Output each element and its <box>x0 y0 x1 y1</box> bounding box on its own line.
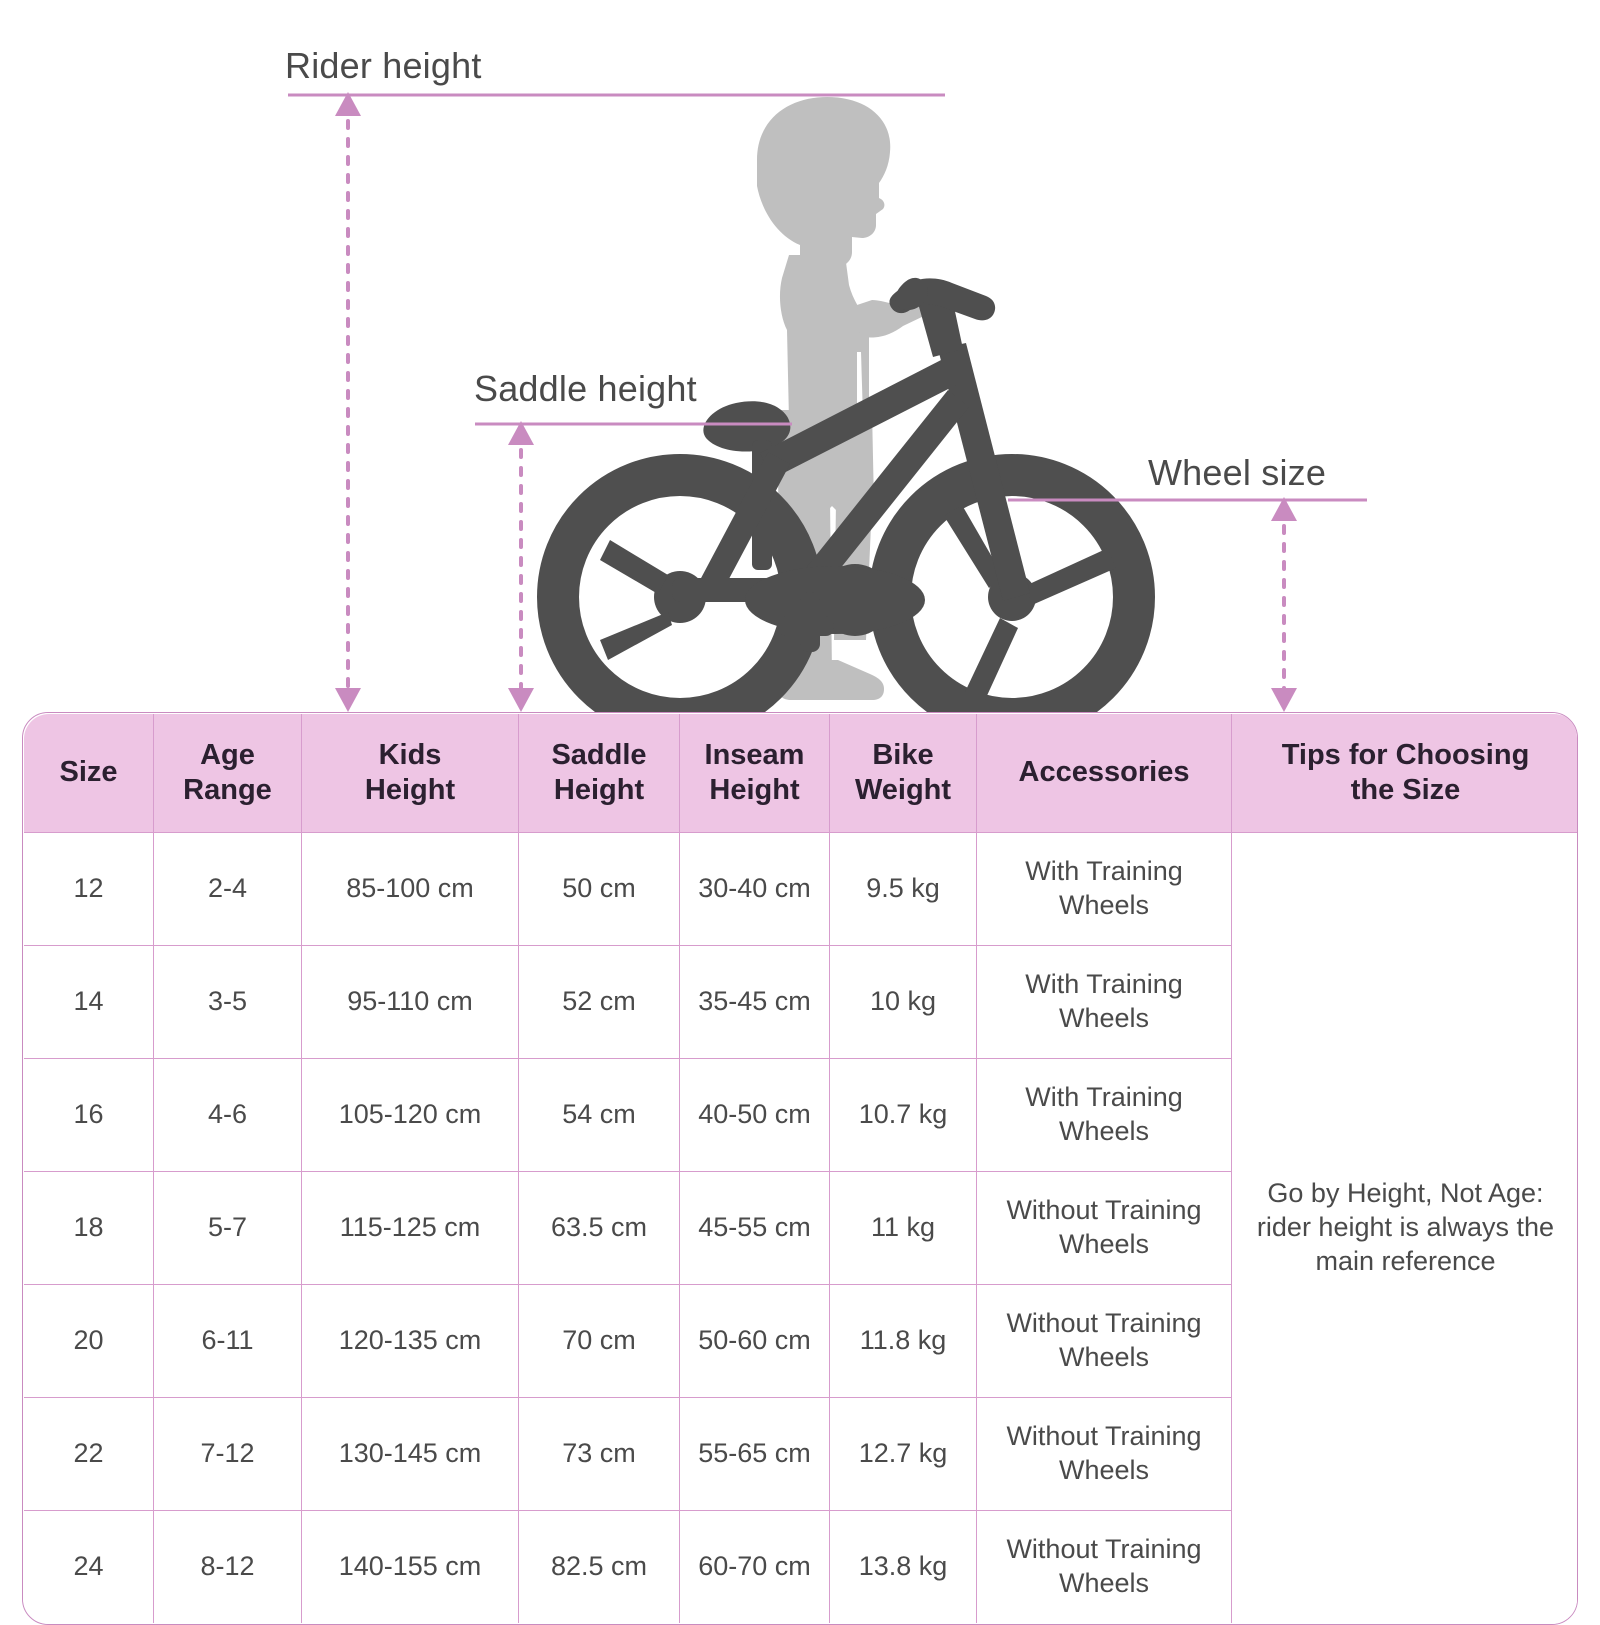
cell-bike-weight: 12.7 kg <box>829 1397 977 1511</box>
column-header-bike-weight-line1: Bike <box>872 738 934 771</box>
table-header-row: Size Age Range Kids Height Saddle Height <box>24 714 1577 833</box>
cell-inseam-height: 40-50 cm <box>679 1058 830 1172</box>
cell-inseam-height: 50-60 cm <box>679 1284 830 1398</box>
cell-inseam-height: 60-70 cm <box>679 1510 830 1623</box>
table-row[interactable]: 12 2-4 85-100 cm 50 cm 30-40 cm 9.5 kg With Tr… <box>24 832 1577 1623</box>
table-row[interactable]: 14 3-5 95-110 cm 52 cm 35-45 cm 10 kg With Tra… <box>24 945 1577 1059</box>
column-header-age-range[interactable]: Age Range <box>153 714 302 833</box>
wheel-size-label: Wheel size <box>1148 452 1327 493</box>
cell-size: 22 <box>24 1397 154 1511</box>
cell-inseam-height: 55-65 cm <box>679 1397 830 1511</box>
column-header-tips[interactable]: Tips for Choosing the Size <box>1231 714 1577 833</box>
column-header-saddle-height-line1: Saddle <box>551 738 647 771</box>
cell-bike-weight: 10 kg <box>829 945 977 1059</box>
saddle-height-label: Saddle height <box>474 368 697 409</box>
column-header-accessories-label: Accessories <box>1018 756 1190 789</box>
cell-saddle-height: 52 cm <box>518 945 680 1059</box>
table-row[interactable]: 22 7-12 130-145 cm 73 cm 55-65 cm 12.7 kg With… <box>24 1397 1577 1511</box>
cell-saddle-height: 82.5 cm <box>518 1510 680 1623</box>
cell-age-range: 6-11 <box>153 1284 302 1398</box>
table-body: 12 2-4 85-100 cm 50 cm 30-40 cm 9.5 kg With Tr… <box>24 832 1577 1623</box>
bike-size-table: Size Age Range Kids Height Saddle Height <box>23 713 1577 1624</box>
cell-age-range: 8-12 <box>153 1510 302 1623</box>
column-header-kids-height[interactable]: Kids Height <box>301 714 519 833</box>
cell-saddle-height: 73 cm <box>518 1397 680 1511</box>
column-header-kids-height-line1: Kids <box>378 738 442 771</box>
cell-saddle-height: 70 cm <box>518 1284 680 1398</box>
cell-age-range: 2-4 <box>153 832 302 946</box>
cell-kids-height: 130-145 cm <box>301 1397 519 1511</box>
column-header-size[interactable]: Size <box>24 714 154 833</box>
cell-bike-weight: 13.8 kg <box>829 1510 977 1623</box>
column-header-tips-line2: the Size <box>1350 774 1461 806</box>
table-row[interactable]: 18 5-7 115-125 cm 63.5 cm 45-55 cm 11 kg Witho… <box>24 1171 1577 1285</box>
column-header-bike-weight-line2: Weight <box>854 774 952 806</box>
table-row[interactable]: 24 8-12 140-155 cm 82.5 cm 60-70 cm 13.8 kg Wi… <box>24 1510 1577 1623</box>
column-header-kids-height-line2: Height <box>364 774 456 806</box>
column-header-saddle-height[interactable]: Saddle Height <box>518 714 680 833</box>
column-header-bike-weight[interactable]: Bike Weight <box>829 714 977 833</box>
cell-bike-weight: 10.7 kg <box>829 1058 977 1172</box>
cell-inseam-height: 30-40 cm <box>679 832 830 946</box>
cell-accessories: Without Training Wheels <box>976 1284 1232 1398</box>
column-header-accessories[interactable]: Accessories <box>976 714 1232 833</box>
bike-size-table-container: Size Age Range Kids Height Saddle Height <box>22 712 1578 1625</box>
column-header-inseam-height[interactable]: Inseam Height <box>679 714 830 833</box>
rider-height-arrow-up-icon <box>335 92 361 116</box>
column-header-inseam-height-line1: Inseam <box>704 738 805 771</box>
cell-size: 20 <box>24 1284 154 1398</box>
rider-height-label: Rider height <box>285 45 482 86</box>
cell-inseam-height: 45-55 cm <box>679 1171 830 1285</box>
cell-size: 14 <box>24 945 154 1059</box>
cell-accessories: With Training Wheels <box>976 945 1232 1059</box>
bike-size-illustration: Rider height Saddle height Wheel size <box>0 0 1600 712</box>
cell-size: 12 <box>24 832 154 946</box>
cell-kids-height: 105-120 cm <box>301 1058 519 1172</box>
table-rounded-frame: Size Age Range Kids Height Saddle Height <box>22 712 1578 1625</box>
cell-accessories: With Training Wheels <box>976 1058 1232 1172</box>
column-header-size-label: Size <box>59 756 118 789</box>
column-header-age-range-line1: Age <box>200 738 255 771</box>
cell-kids-height: 85-100 cm <box>301 832 519 946</box>
wheel-size-arrow-down-icon <box>1271 688 1297 712</box>
cell-age-range: 3-5 <box>153 945 302 1059</box>
cell-accessories: Without Training Wheels <box>976 1397 1232 1511</box>
cell-kids-height: 115-125 cm <box>301 1171 519 1285</box>
illustration-svg <box>288 92 1367 712</box>
cell-tips-for-choosing-the-size: Go by Height, Not Age: rider height is a… <box>1231 832 1577 1623</box>
cell-bike-weight: 11 kg <box>829 1171 977 1285</box>
cell-age-range: 7-12 <box>153 1397 302 1511</box>
wheel-size-arrow-up-icon <box>1271 497 1297 521</box>
cell-bike-weight: 11.8 kg <box>829 1284 977 1398</box>
cell-inseam-height: 35-45 cm <box>679 945 830 1059</box>
column-header-age-range-line2: Range <box>183 774 272 806</box>
cell-saddle-height: 63.5 cm <box>518 1171 680 1285</box>
cell-size: 16 <box>24 1058 154 1172</box>
cell-bike-weight: 9.5 kg <box>829 832 977 946</box>
cell-age-range: 4-6 <box>153 1058 302 1172</box>
cell-age-range: 5-7 <box>153 1171 302 1285</box>
saddle-height-arrow-down-icon <box>508 688 534 712</box>
cell-kids-height: 95-110 cm <box>301 945 519 1059</box>
rider-height-arrow-down-icon <box>335 688 361 712</box>
cell-kids-height: 120-135 cm <box>301 1284 519 1398</box>
column-header-inseam-height-line2: Height <box>709 774 800 806</box>
cell-size: 18 <box>24 1171 154 1285</box>
saddle-height-arrow-up-icon <box>508 421 534 445</box>
dimension-lines <box>288 93 1367 696</box>
column-header-saddle-height-line2: Height <box>553 774 645 806</box>
kids-bicycle-icon <box>537 277 1155 712</box>
column-header-tips-line1: Tips for Choosing <box>1281 738 1530 771</box>
cell-accessories: Without Training Wheels <box>976 1510 1232 1623</box>
cell-accessories: With Training Wheels <box>976 832 1232 946</box>
cell-saddle-height: 54 cm <box>518 1058 680 1172</box>
cell-saddle-height: 50 cm <box>518 832 680 946</box>
table-row[interactable]: 20 6-11 120-135 cm 70 cm 50-60 cm 11.8 kg With… <box>24 1284 1577 1398</box>
cell-size: 24 <box>24 1510 154 1623</box>
cell-accessories: Without Training Wheels <box>976 1171 1232 1285</box>
cell-kids-height: 140-155 cm <box>301 1510 519 1623</box>
